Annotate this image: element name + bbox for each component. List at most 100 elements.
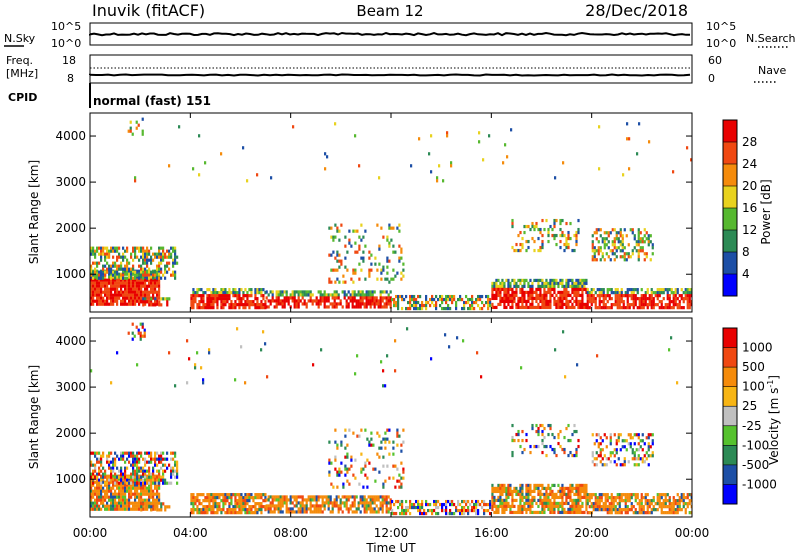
heatmap-cell xyxy=(590,288,593,292)
heatmap-cell xyxy=(545,278,548,283)
heatmap-cell xyxy=(411,297,414,302)
heatmap-cell xyxy=(442,179,445,183)
heatmap-cell xyxy=(423,303,426,308)
heatmap-cell xyxy=(435,294,438,299)
heatmap-cell xyxy=(535,299,538,304)
heatmap-cell xyxy=(626,291,629,295)
heatmap-cell xyxy=(132,284,135,288)
heatmap-cell xyxy=(138,481,141,485)
heatmap-cell xyxy=(144,498,147,502)
heatmap-cell xyxy=(515,290,518,295)
heatmap-cell xyxy=(220,297,223,301)
heatmap-cell xyxy=(649,234,652,238)
heatmap-cell xyxy=(549,444,552,449)
heatmap-cell xyxy=(160,297,163,301)
heatmap-cell xyxy=(238,306,241,310)
heatmap-cell xyxy=(594,508,597,512)
heatmap-cell xyxy=(531,510,534,515)
heatmap-cell xyxy=(641,433,644,437)
heatmap-cell xyxy=(400,443,403,447)
heatmap-cell xyxy=(401,508,404,513)
heatmap-cell xyxy=(549,281,552,286)
heatmap-cell xyxy=(291,290,294,294)
heatmap-cell xyxy=(561,296,564,301)
heatmap-cell xyxy=(451,511,454,516)
heatmap-cell xyxy=(194,502,197,506)
heatmap-cell xyxy=(346,479,349,483)
heatmap-cell xyxy=(497,284,500,289)
heatmap-cell xyxy=(602,505,605,509)
heatmap-cell xyxy=(456,336,459,340)
heatmap-cell xyxy=(236,499,239,503)
heatmap-cell xyxy=(561,293,564,298)
heatmap-cell xyxy=(134,246,137,250)
heatmap-cell xyxy=(291,293,294,297)
heatmap-cell xyxy=(150,457,153,461)
heatmap-cell xyxy=(593,463,596,467)
heatmap-cell xyxy=(557,432,560,437)
heatmap-cell xyxy=(269,495,272,499)
heatmap-cell xyxy=(238,291,241,295)
heatmap-cell xyxy=(102,480,105,484)
heatmap-cell xyxy=(491,284,494,289)
heatmap-cell xyxy=(511,438,514,443)
heatmap-cell xyxy=(656,291,659,295)
heatmap-cell xyxy=(384,479,387,483)
heatmap-cell xyxy=(415,306,418,311)
heatmap-cell xyxy=(190,303,193,307)
heatmap-cell xyxy=(146,287,149,291)
heatmap-cell xyxy=(491,287,494,292)
heatmap-cell xyxy=(519,498,522,503)
heatmap-cell xyxy=(116,287,119,291)
heatmap-cell xyxy=(174,451,177,455)
heatmap-cell xyxy=(600,505,603,509)
heatmap-cell xyxy=(539,287,542,292)
heatmap-cell xyxy=(573,305,576,310)
heatmap-cell xyxy=(601,237,604,241)
heatmap-cell xyxy=(521,278,524,283)
heatmap-cell xyxy=(134,507,137,511)
heatmap-cell xyxy=(686,496,689,500)
heatmap-cell xyxy=(583,281,586,286)
heatmap-cell xyxy=(128,486,131,490)
heatmap-cell xyxy=(114,293,117,297)
heatmap-cell xyxy=(214,300,217,304)
heatmap-cell xyxy=(142,273,145,277)
heatmap-cell xyxy=(367,495,370,499)
heatmap-cell xyxy=(579,299,582,304)
heatmap-cell xyxy=(569,438,572,443)
heatmap-cell xyxy=(106,281,109,285)
heatmap-cell xyxy=(216,496,219,500)
heatmap-cell xyxy=(674,288,677,292)
heatmap-cell xyxy=(120,451,123,455)
heatmap-cell xyxy=(202,381,205,385)
heatmap-cell xyxy=(553,290,556,295)
heatmap-cell xyxy=(198,300,201,304)
heatmap-cell xyxy=(204,505,207,509)
heatmap-cell xyxy=(94,255,97,259)
heatmap-cell xyxy=(541,486,544,491)
heatmap-cell xyxy=(573,453,576,458)
heatmap-cell xyxy=(577,287,580,292)
heatmap-cell xyxy=(575,447,578,452)
heatmap-cell xyxy=(411,294,414,299)
heatmap-cell xyxy=(489,499,492,504)
heatmap-cell xyxy=(583,483,586,488)
heatmap-cell xyxy=(339,504,342,508)
heatmap-cell xyxy=(664,288,667,292)
heatmap-cell xyxy=(591,240,594,244)
heatmap-cell xyxy=(461,508,464,513)
heatmap-cell xyxy=(104,498,107,502)
heatmap-cell xyxy=(366,437,369,441)
heatmap-cell xyxy=(168,505,171,509)
heatmap-cell xyxy=(664,511,667,515)
heatmap-cell xyxy=(299,495,302,499)
heatmap-cell xyxy=(156,302,159,306)
heatmap-cell xyxy=(499,504,502,509)
heatmap-cell xyxy=(493,501,496,506)
heatmap-cell xyxy=(382,384,385,388)
heatmap-cell xyxy=(517,278,520,283)
heatmap-cell xyxy=(112,474,115,478)
heatmap-cell xyxy=(678,303,681,307)
heatmap-cell xyxy=(605,237,608,241)
